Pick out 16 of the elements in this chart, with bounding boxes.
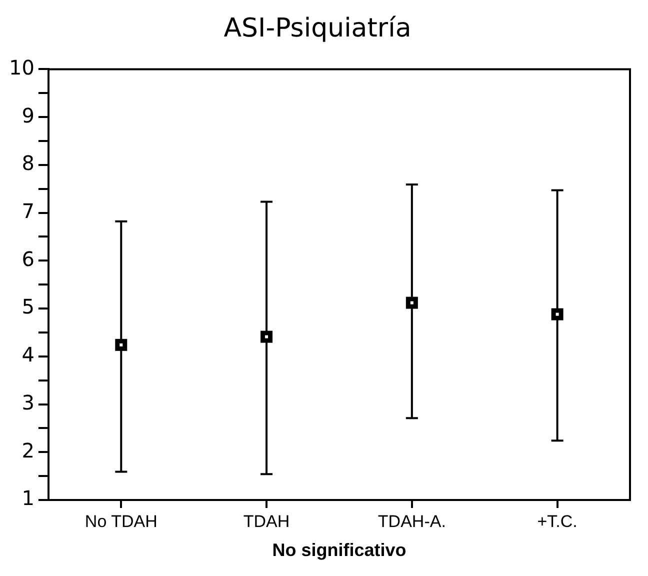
x-tick-label: TDAH-A. [378, 512, 446, 531]
x-tick-label: +T.C. [537, 512, 578, 531]
x-axis-title: No significativo [272, 540, 406, 560]
y-tick-label: 9 [22, 103, 34, 128]
y-tick-label: 10 [8, 55, 34, 80]
y-tick-label: 1 [22, 486, 34, 510]
y-tick-label: 2 [22, 438, 34, 462]
y-tick-label: 7 [22, 199, 34, 224]
y-tick-label: 5 [22, 294, 34, 319]
y-tick-label: 8 [22, 151, 34, 176]
x-tick-label: No TDAH [84, 512, 158, 531]
y-tick-label: 4 [22, 342, 34, 367]
y-tick-label: 6 [22, 246, 34, 271]
y-tick-label: 3 [22, 390, 34, 414]
chart-title: ASI-Psiquiatría [224, 13, 412, 44]
x-tick-label: TDAH [243, 512, 290, 531]
